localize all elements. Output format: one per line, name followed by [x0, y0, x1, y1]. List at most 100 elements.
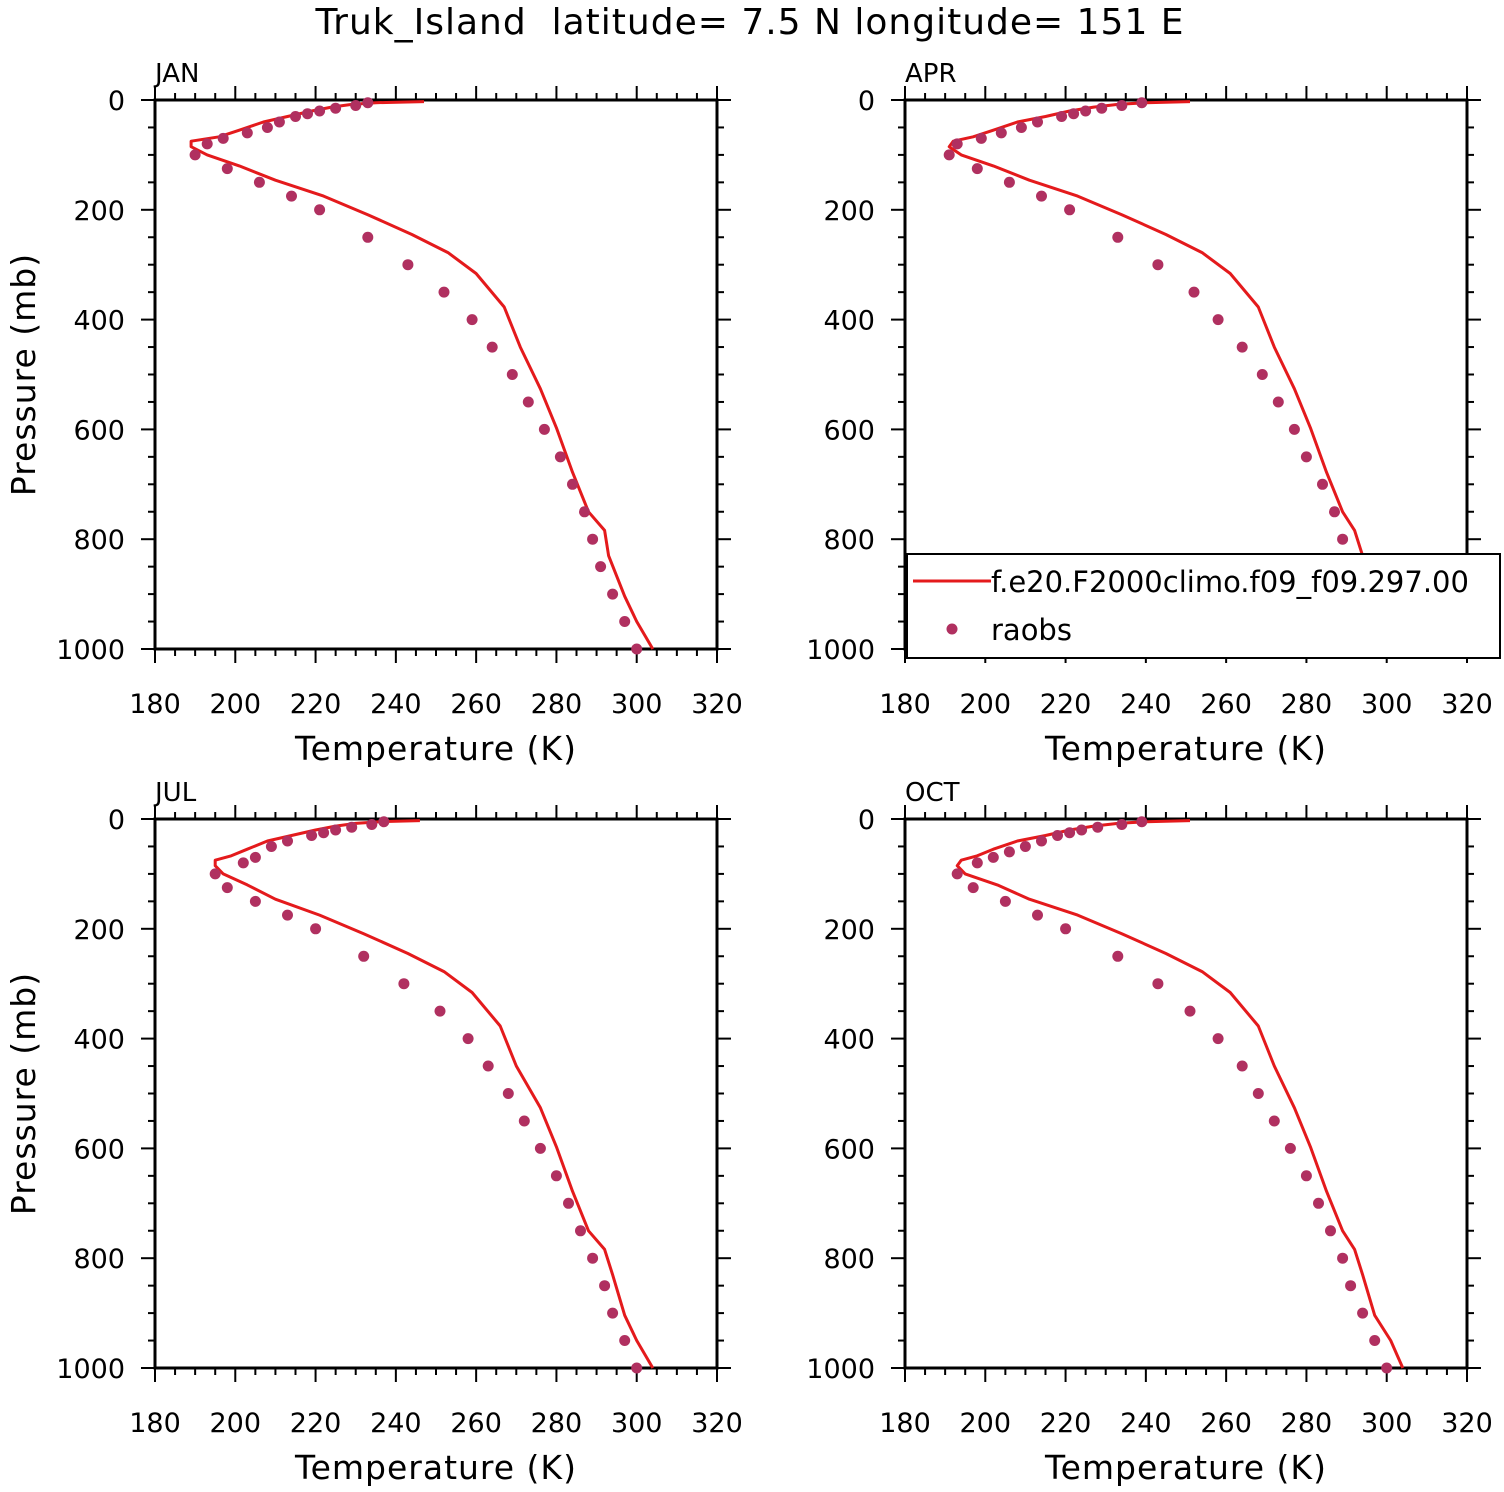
obs-point	[607, 1307, 619, 1319]
obs-point	[221, 163, 233, 175]
x-tick-label: 180	[129, 689, 181, 720]
obs-point	[538, 423, 550, 435]
obs-point	[189, 149, 201, 161]
obs-point	[1112, 231, 1124, 243]
obs-point	[607, 588, 619, 600]
x-tick-label: 200	[210, 689, 262, 720]
x-tick-label: 260	[450, 689, 502, 720]
obs-point	[290, 111, 301, 122]
obs-point	[306, 830, 318, 841]
obs-point	[314, 204, 326, 216]
obs-point	[466, 314, 478, 326]
y-tick-label: 400	[823, 306, 875, 337]
obs-point	[1300, 451, 1312, 463]
obs-point	[462, 1033, 474, 1045]
x-tick-label: 260	[450, 1408, 502, 1439]
obs-point	[302, 108, 313, 120]
obs-point	[1313, 1197, 1324, 1209]
obs-point	[1036, 190, 1047, 202]
obs-point	[995, 127, 1007, 139]
x-axis-label: Temperature (K)	[294, 1448, 577, 1487]
obs-point	[438, 286, 450, 298]
figure-title: Truk_Island latitude= 7.5 N longitude= 1…	[314, 2, 1184, 43]
x-tick-label: 300	[1361, 689, 1413, 720]
obs-point	[253, 176, 265, 188]
obs-point	[1136, 816, 1148, 828]
obs-point	[286, 190, 297, 202]
panel-label: JUL	[153, 778, 197, 808]
obs-point	[1152, 259, 1164, 271]
obs-point	[1212, 314, 1224, 326]
obs-point	[402, 259, 414, 271]
obs-point	[1036, 835, 1047, 847]
obs-point	[1345, 1280, 1357, 1292]
obs-point	[951, 868, 963, 880]
obs-point	[943, 149, 955, 161]
legend-dot-swatch	[946, 623, 958, 635]
obs-point	[249, 851, 261, 863]
obs-point	[563, 1197, 574, 1209]
obs-point	[486, 341, 498, 353]
y-tick-label: 0	[108, 86, 125, 117]
panel-label: OCT	[905, 778, 960, 808]
obs-point	[631, 1362, 643, 1374]
x-tick-label: 220	[290, 1408, 342, 1439]
y-tick-label: 600	[823, 1134, 875, 1165]
y-axis-label: Pressure (mb)	[4, 253, 43, 496]
x-tick-label: 220	[1040, 689, 1092, 720]
obs-point	[587, 1252, 599, 1264]
y-tick-label: 400	[73, 306, 125, 337]
obs-point	[1003, 176, 1015, 188]
y-tick-label: 600	[73, 1134, 125, 1165]
obs-point	[579, 506, 590, 518]
legend-label-model: f.e20.F2000climo.f09_f09.297.00	[991, 565, 1469, 599]
y-tick-label: 800	[73, 525, 125, 556]
obs-point	[575, 1225, 586, 1237]
y-tick-label: 600	[823, 415, 875, 446]
obs-point	[1032, 116, 1043, 128]
obs-point	[1300, 1170, 1312, 1182]
y-axis-label: Pressure (mb)	[4, 972, 43, 1215]
obs-point	[249, 895, 261, 907]
y-tick-label: 1000	[56, 635, 125, 666]
x-tick-label: 280	[531, 689, 583, 720]
obs-point	[1236, 341, 1248, 353]
obs-point	[951, 138, 963, 150]
x-tick-label: 240	[1120, 1408, 1172, 1439]
model-line	[947, 100, 1405, 650]
obs-point	[350, 100, 362, 111]
x-axis-label: Temperature (K)	[294, 729, 577, 768]
obs-point	[999, 895, 1011, 907]
x-tick-label: 180	[879, 689, 931, 720]
panel-jul: JUL 180 200 220 240 260 280 300 320 0 200 400 600 800…	[4, 778, 743, 1487]
obs-point	[550, 1170, 562, 1182]
obs-point	[631, 643, 643, 655]
x-tick-label: 260	[1200, 689, 1252, 720]
obs-point	[221, 882, 233, 894]
x-tick-label: 240	[1120, 689, 1172, 720]
obs-point	[518, 1115, 530, 1127]
x-tick-label: 180	[879, 1408, 931, 1439]
obs-point	[366, 819, 378, 830]
obs-point	[1092, 821, 1104, 833]
x-tick-label: 300	[1361, 1408, 1413, 1439]
obs-point	[1357, 1307, 1369, 1319]
obs-point	[1236, 1060, 1248, 1072]
obs-point	[217, 132, 229, 144]
panel-apr: APR 180 200 220 240 260 280 300 320 0 200 400 600 800…	[806, 59, 1501, 768]
obs-point	[1116, 100, 1128, 111]
obs-point	[1152, 978, 1164, 990]
obs-point	[398, 978, 410, 990]
obs-point	[261, 122, 273, 133]
y-tick-label: 800	[823, 525, 875, 556]
obs-point	[619, 616, 631, 627]
y-tick-label: 0	[858, 805, 875, 836]
panel-oct: OCT 180 200 220 240 260 280 300 320 0 200 400 600 800…	[806, 778, 1492, 1487]
obs-point	[1015, 122, 1027, 133]
obs-point	[1056, 111, 1068, 122]
obs-point	[1064, 827, 1076, 839]
obs-point	[1288, 423, 1300, 435]
obs-point	[1096, 102, 1108, 114]
obs-point	[362, 97, 374, 109]
x-tick-label: 300	[611, 1408, 663, 1439]
